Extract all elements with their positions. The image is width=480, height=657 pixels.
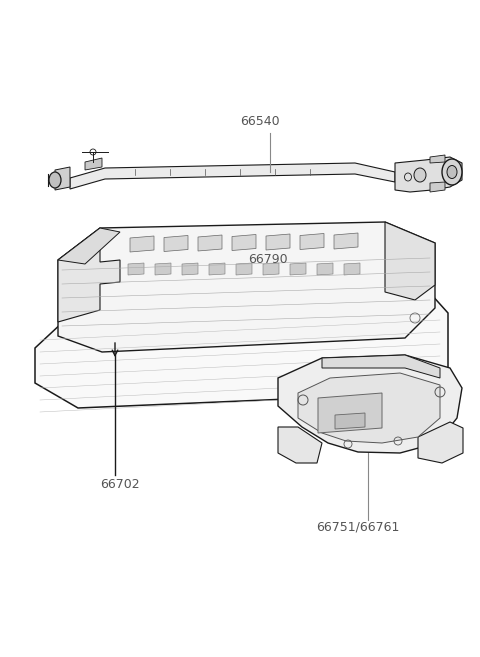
- Polygon shape: [334, 233, 358, 249]
- Polygon shape: [322, 355, 440, 378]
- Polygon shape: [418, 422, 463, 463]
- Polygon shape: [164, 235, 188, 252]
- Polygon shape: [130, 236, 154, 252]
- Polygon shape: [55, 167, 70, 190]
- Polygon shape: [278, 355, 462, 453]
- Polygon shape: [209, 263, 225, 275]
- Polygon shape: [155, 263, 171, 275]
- Polygon shape: [58, 228, 120, 322]
- Polygon shape: [385, 222, 435, 300]
- Polygon shape: [35, 293, 448, 408]
- Polygon shape: [335, 413, 365, 429]
- Polygon shape: [430, 182, 445, 192]
- Text: 66751/66761: 66751/66761: [316, 520, 399, 533]
- Polygon shape: [232, 235, 256, 250]
- Ellipse shape: [442, 159, 462, 185]
- Polygon shape: [317, 263, 333, 275]
- Polygon shape: [344, 263, 360, 275]
- Ellipse shape: [414, 168, 426, 182]
- Polygon shape: [198, 235, 222, 251]
- Polygon shape: [278, 427, 322, 463]
- Polygon shape: [266, 234, 290, 250]
- Polygon shape: [300, 233, 324, 250]
- Polygon shape: [128, 263, 144, 275]
- Polygon shape: [70, 163, 395, 189]
- Polygon shape: [430, 155, 445, 163]
- Text: 66790: 66790: [248, 253, 288, 266]
- Polygon shape: [318, 393, 382, 433]
- Polygon shape: [236, 263, 252, 275]
- Polygon shape: [298, 373, 440, 443]
- Polygon shape: [290, 263, 306, 275]
- Text: 66540: 66540: [240, 115, 280, 128]
- Polygon shape: [182, 263, 198, 275]
- Polygon shape: [263, 263, 279, 275]
- Polygon shape: [395, 157, 462, 192]
- Polygon shape: [58, 228, 120, 264]
- Polygon shape: [85, 158, 102, 170]
- Ellipse shape: [447, 166, 457, 179]
- Polygon shape: [58, 222, 435, 352]
- Text: 66702: 66702: [100, 478, 140, 491]
- Ellipse shape: [49, 172, 61, 188]
